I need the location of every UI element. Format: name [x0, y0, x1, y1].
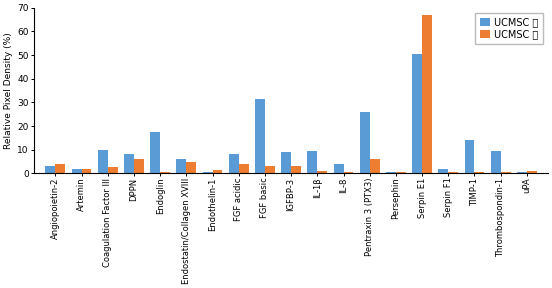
Bar — [317, 171, 327, 173]
Bar — [55, 164, 65, 173]
Bar — [187, 162, 197, 173]
Bar — [203, 172, 213, 173]
Bar — [491, 151, 501, 173]
Bar — [501, 172, 511, 173]
Bar — [213, 170, 222, 173]
Bar — [150, 132, 160, 173]
Y-axis label: Relative Pixel Density (%): Relative Pixel Density (%) — [4, 32, 13, 149]
Bar — [343, 172, 353, 173]
Bar — [291, 166, 301, 173]
Bar — [475, 172, 485, 173]
Bar — [98, 150, 108, 173]
Bar — [396, 172, 406, 173]
Bar — [72, 169, 82, 173]
Bar — [229, 154, 238, 173]
Bar — [517, 172, 527, 173]
Bar — [465, 140, 475, 173]
Bar — [386, 172, 396, 173]
Bar — [255, 99, 265, 173]
Bar — [82, 169, 92, 173]
Bar — [134, 159, 144, 173]
Bar — [438, 169, 448, 173]
Bar — [370, 159, 380, 173]
Bar — [45, 166, 55, 173]
Bar — [527, 171, 537, 173]
Bar — [422, 15, 432, 173]
Bar — [448, 172, 458, 173]
Bar — [177, 159, 187, 173]
Bar — [124, 154, 134, 173]
Bar — [360, 112, 370, 173]
Legend: UCMSC 전, UCMSC 후: UCMSC 전, UCMSC 후 — [475, 12, 543, 44]
Bar — [265, 166, 275, 173]
Bar — [333, 164, 343, 173]
Bar — [281, 152, 291, 173]
Bar — [412, 54, 422, 173]
Bar — [307, 151, 317, 173]
Bar — [160, 172, 170, 173]
Bar — [238, 164, 248, 173]
Bar — [108, 168, 118, 173]
